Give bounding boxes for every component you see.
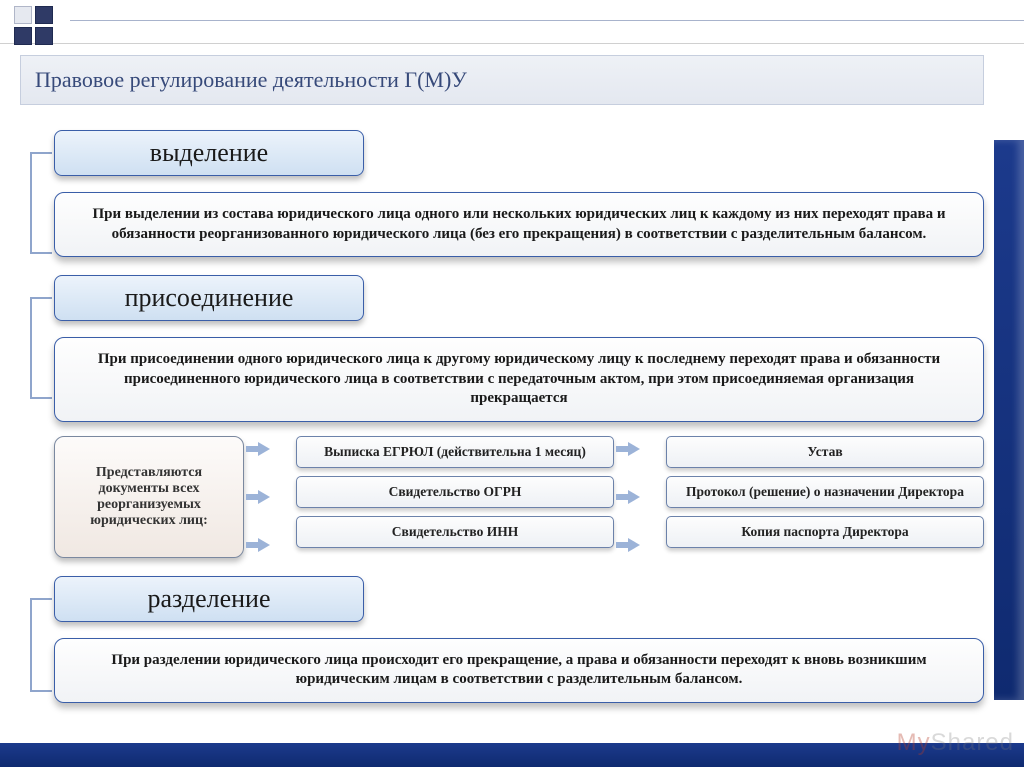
section-body-1: При выделении из состава юридического ли… [54,192,984,257]
arrow-icon [628,490,640,504]
watermark-b: Shared [931,729,1014,756]
section-head-1: выделение [54,130,364,176]
section-prisoedinenie: присоединение При присоединении одного ю… [18,275,984,558]
section-razdelenie: разделение При разделении юридического л… [18,576,984,703]
doc-item: Устав [666,436,984,468]
diagram-content: выделение При выделении из состава юриди… [18,130,984,737]
documents-row: Представляются документы всех реорганизу… [54,436,984,558]
arrow-column-right [628,436,652,558]
arrow-column-left [258,436,282,558]
doc-item: Выписка ЕГРЮЛ (действительна 1 месяц) [296,436,614,468]
logo-squares [14,6,53,45]
section-head-2: присоединение [54,275,364,321]
right-stripe [994,140,1024,700]
documents-list-right: Устав Протокол (решение) о назначении Ди… [666,436,984,558]
doc-item: Копия паспорта Директора [666,516,984,548]
section-head-3: разделение [54,576,364,622]
section-videlenie: выделение При выделении из состава юриди… [18,130,984,257]
bottom-stripe [0,743,1024,767]
arrow-icon [628,442,640,456]
doc-item: Свидетельство ОГРН [296,476,614,508]
arrow-icon [258,490,270,504]
watermark: MyShared [897,729,1014,757]
watermark-a: My [897,729,931,756]
section-body-2: При присоединении одного юридического ли… [54,337,984,422]
top-line [70,20,1024,21]
arrow-icon [258,442,270,456]
documents-label: Представляются документы всех реорганизу… [54,436,244,558]
doc-item: Свидетельство ИНН [296,516,614,548]
top-bar [0,0,1024,44]
documents-list-left: Выписка ЕГРЮЛ (действительна 1 месяц) Св… [296,436,614,558]
arrow-icon [628,538,640,552]
page-title: Правовое регулирование деятельности Г(М)… [20,55,984,105]
doc-item: Протокол (решение) о назначении Директор… [666,476,984,508]
arrow-icon [258,538,270,552]
section-body-3: При разделении юридического лица происхо… [54,638,984,703]
